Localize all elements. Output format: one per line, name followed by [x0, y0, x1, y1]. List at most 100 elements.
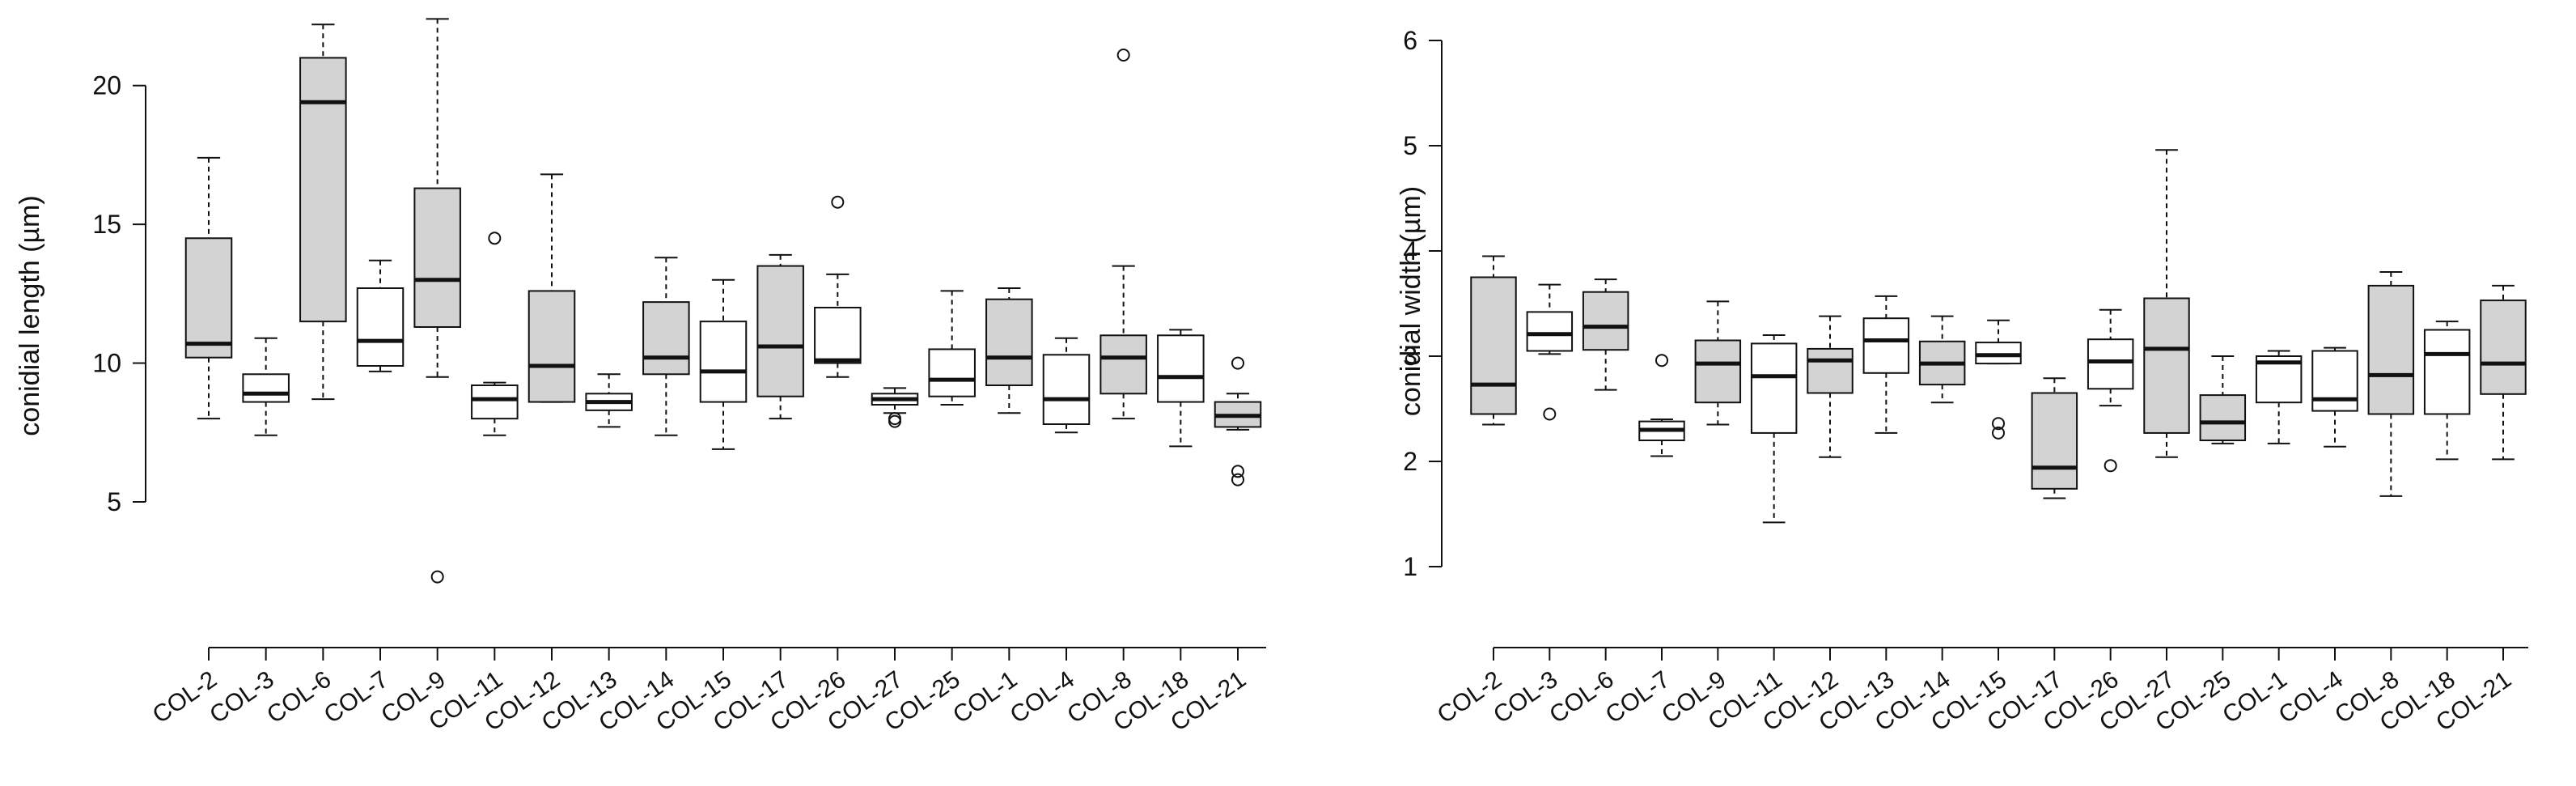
- x-tick-label: COL-2: [1433, 666, 1506, 729]
- box-col-26: [814, 195, 862, 378]
- x-tick-label: COL-7: [320, 666, 393, 729]
- x-tick-label: COL-7: [1601, 666, 1675, 729]
- y-axis-label: conidial length (µm): [15, 195, 45, 435]
- outlier-point: [888, 414, 901, 428]
- box-col-15: [699, 278, 748, 450]
- box-col-8: [1099, 49, 1147, 420]
- iqr-box: [642, 301, 690, 376]
- box-col-27: [2143, 149, 2190, 458]
- box-col-1: [2255, 350, 2303, 444]
- box-col-13: [585, 373, 633, 428]
- iqr-box: [299, 57, 347, 323]
- iqr-box: [356, 287, 405, 367]
- iqr-box: [2367, 284, 2415, 415]
- iqr-box: [1099, 334, 1147, 395]
- y-tick-label: 5: [1403, 131, 1417, 160]
- iqr-box: [1694, 339, 1742, 404]
- y-axis-label: conidial width (µm): [1396, 186, 1426, 416]
- outlier-point: [1231, 465, 1244, 478]
- iqr-box: [1975, 342, 2022, 365]
- outlier-point: [831, 195, 845, 209]
- outlier-point: [430, 570, 444, 584]
- x-tick-label: COL-6: [1544, 666, 1618, 729]
- x-tick-label: COL-3: [1489, 666, 1562, 729]
- box-col-7: [356, 259, 405, 372]
- iqr-box: [1807, 347, 1854, 394]
- box-col-8: [2367, 271, 2415, 497]
- box-col-21: [2480, 284, 2527, 461]
- box-col-14: [642, 257, 690, 436]
- y-tick-label: 6: [1403, 26, 1417, 55]
- iqr-box: [471, 385, 519, 420]
- outlier-point: [2104, 459, 2117, 473]
- outlier-point: [1231, 473, 1244, 486]
- box-col-27: [871, 387, 919, 428]
- box-col-18: [1157, 329, 1205, 448]
- y-tick-label: 4: [1403, 236, 1417, 266]
- y-tick-label: 3: [1403, 342, 1417, 371]
- iqr-box: [527, 290, 576, 403]
- box-col-9: [1694, 300, 1742, 426]
- x-tick-label: COL-6: [262, 666, 336, 729]
- box-col-17: [2031, 377, 2078, 499]
- iqr-box: [756, 265, 804, 397]
- y-tick-label: 10: [92, 349, 121, 378]
- box-col-12: [1807, 315, 1854, 458]
- box-col-21: [1214, 356, 1262, 486]
- y-tick-label: 20: [92, 71, 121, 100]
- width-boxplot-panel: 1 2 3 4 5 6 conidial width (µm) COL-2COL-3COL-6…: [1396, 26, 2528, 737]
- x-tick-label: COL-4: [1006, 666, 1079, 729]
- box-col-18: [2423, 321, 2471, 461]
- iqr-box: [2199, 394, 2247, 442]
- box-col-15: [1975, 319, 2022, 440]
- box-col-25: [2199, 355, 2247, 444]
- outlier-point: [1116, 49, 1130, 62]
- iqr-box: [1862, 317, 1910, 374]
- y-tick-label: 15: [92, 210, 121, 239]
- outlier-point: [888, 412, 901, 426]
- box-col-26: [2087, 308, 2134, 473]
- iqr-box: [242, 373, 290, 403]
- box-col-14: [1918, 315, 1966, 404]
- iqr-box: [1042, 354, 1091, 425]
- iqr-box: [1526, 311, 1574, 352]
- outlier-point: [1543, 407, 1557, 421]
- box-col-12: [527, 173, 576, 403]
- box-col-2: [184, 156, 233, 420]
- iqr-box: [184, 237, 233, 359]
- iqr-box: [814, 307, 862, 364]
- box-col-7: [1638, 354, 1685, 457]
- box-col-6: [1582, 278, 1629, 391]
- iqr-box: [2143, 297, 2190, 434]
- iqr-box: [1750, 342, 1798, 434]
- box-col-3: [1526, 283, 1574, 421]
- x-tick-label: COL-1: [948, 666, 1022, 729]
- y-tick-label: 2: [1403, 447, 1417, 476]
- outlier-point: [1992, 417, 2005, 431]
- box-col-4: [1042, 337, 1091, 434]
- box-col-13: [1862, 295, 1910, 434]
- y-tick-label: 1: [1403, 552, 1417, 581]
- box-col-1: [985, 287, 1033, 414]
- y-tick-label: 5: [107, 487, 121, 516]
- x-tick-label: COL-3: [205, 666, 278, 729]
- x-tick-label: COL-1: [2218, 666, 2291, 729]
- box-col-4: [2311, 346, 2358, 448]
- iqr-box: [2423, 329, 2471, 415]
- iqr-box: [928, 348, 976, 397]
- outlier-point: [1655, 354, 1668, 368]
- x-tick-label: COL-4: [2274, 666, 2348, 729]
- iqr-box: [2087, 338, 2134, 390]
- iqr-box: [2311, 350, 2358, 412]
- box-col-11: [471, 232, 519, 436]
- iqr-box: [2031, 392, 2078, 490]
- box-col-11: [1750, 334, 1798, 524]
- box-col-9: [413, 18, 461, 584]
- iqr-box: [985, 298, 1033, 387]
- box-col-3: [242, 337, 290, 436]
- outlier-point: [1231, 356, 1244, 370]
- iqr-box: [1157, 334, 1205, 403]
- box-col-25: [928, 290, 976, 406]
- outlier-point: [488, 232, 502, 245]
